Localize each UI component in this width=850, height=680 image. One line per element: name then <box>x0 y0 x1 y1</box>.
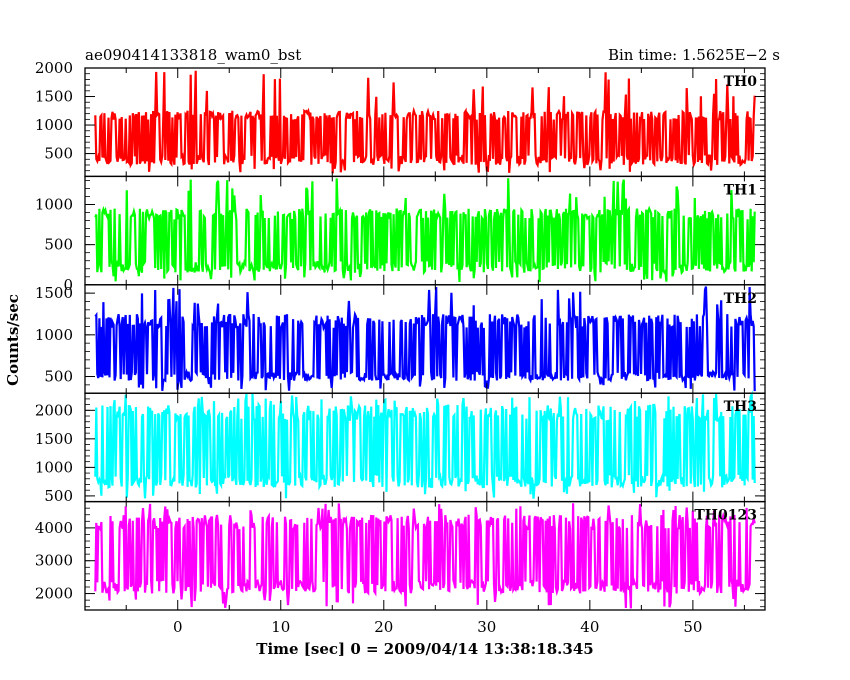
y-tick-label: 2000 <box>35 585 73 603</box>
x-tick-label: 50 <box>683 618 702 636</box>
panel-th2: 500 1000 1500 TH2 <box>35 284 766 394</box>
y-tick-label: 2000 <box>35 59 73 77</box>
panel-label-th0: TH0 <box>724 74 758 90</box>
y-tick-label: 1000 <box>35 458 73 476</box>
panel-label-th3: TH3 <box>724 399 757 415</box>
y-tick-label: 1000 <box>35 326 73 344</box>
bin-time-label: Bin time: 1.5625E−2 s <box>608 46 780 64</box>
y-tick-label: 500 <box>44 487 73 505</box>
panel-th0: 500 1000 1500 2000 TH0 <box>35 59 766 178</box>
y-tick-label: 1000 <box>35 116 73 134</box>
chart-title: ae090414133818_wam0_bst <box>85 46 301 64</box>
panel-th1: 0 500 1000 TH1 <box>35 175 766 294</box>
y-tick-label: 4000 <box>35 519 73 537</box>
series-line-th3 <box>94 390 756 499</box>
panel-th0123: 2000 3000 4000 TH0123 <box>35 500 766 611</box>
series-line-th2 <box>94 286 756 392</box>
panel-label-th0123: TH0123 <box>694 508 757 524</box>
x-tick-label: 0 <box>173 618 183 636</box>
panel-label-th1: TH1 <box>724 182 757 198</box>
x-tick-label: 10 <box>271 618 290 636</box>
y-tick-label: 1500 <box>35 430 73 448</box>
y-tick-label: 2000 <box>35 401 73 419</box>
panel-th3: 500 1000 1500 2000 TH3 <box>35 390 766 505</box>
panel-label-th2: TH2 <box>724 291 757 307</box>
x-tick-label: 20 <box>374 618 393 636</box>
x-axis-label: Time [sec] 0 = 2009/04/14 13:38:18.345 <box>256 640 593 658</box>
x-tick-label: 30 <box>477 618 496 636</box>
y-tick-label: 0 <box>63 276 73 294</box>
series-line-th1 <box>94 178 756 283</box>
y-tick-label: 500 <box>44 145 73 163</box>
y-tick-label: 500 <box>44 236 73 254</box>
y-axis-label: Counts/sec <box>4 294 22 386</box>
y-tick-label: 1000 <box>35 196 73 214</box>
series-line-th0 <box>94 70 756 174</box>
y-tick-label: 3000 <box>35 552 73 570</box>
x-tick-label: 40 <box>580 618 599 636</box>
series-line-th0123 <box>94 503 756 609</box>
y-tick-label: 1500 <box>35 88 73 106</box>
y-tick-label: 500 <box>44 368 73 386</box>
plot-layer: 500100015002000TH005001000TH150010001500… <box>35 59 766 636</box>
y-tick-label: 1500 <box>35 284 73 302</box>
panel-frame <box>84 500 766 611</box>
